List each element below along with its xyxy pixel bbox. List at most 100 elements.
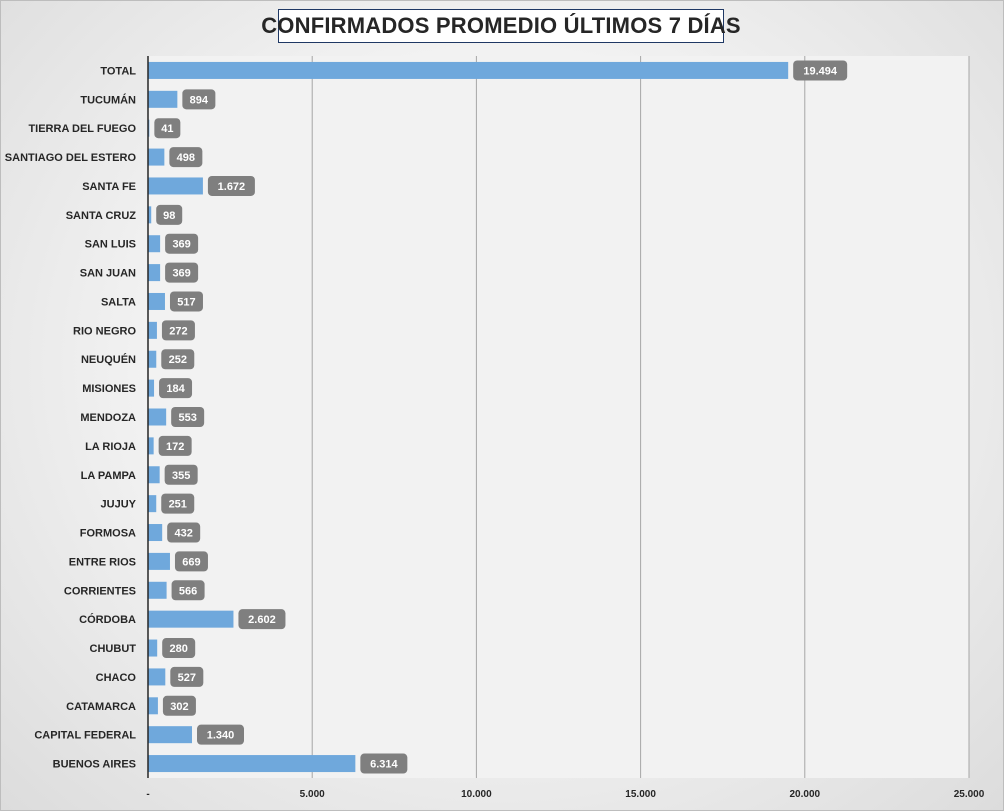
data-label: 553 — [171, 407, 205, 427]
category-label: ENTRE RIOS — [69, 556, 136, 568]
data-label: 251 — [161, 493, 195, 514]
bar — [148, 755, 356, 773]
data-label: 669 — [174, 551, 208, 572]
data-label-bg — [171, 407, 205, 427]
category-label: BUENOS AIRES — [53, 759, 136, 771]
data-label-text: 252 — [169, 354, 187, 366]
data-label-bg — [158, 435, 192, 456]
category-label: RIO NEGRO — [73, 325, 136, 337]
data-label: 302 — [162, 695, 196, 716]
category-label: CATAMARCA — [66, 701, 136, 713]
category-label: SANTA FE — [82, 181, 136, 193]
bar — [148, 292, 165, 310]
data-label-bg — [165, 262, 199, 283]
bar — [148, 581, 167, 599]
data-label-bg — [360, 753, 408, 774]
data-label-bg — [182, 89, 216, 110]
gridlines — [311, 56, 970, 778]
data-label: 432 — [167, 522, 201, 543]
data-label-text: 1.672 — [218, 181, 246, 193]
category-label: MISIONES — [82, 383, 136, 395]
data-label: 517 — [169, 291, 203, 312]
data-label: 252 — [161, 349, 195, 370]
bar — [148, 321, 157, 339]
data-label-bg — [169, 291, 203, 312]
category-label: LA RIOJA — [85, 441, 136, 453]
data-labels: 19.494 894 41 498 1.672 98 369 369 517 272 252 184 5… — [154, 60, 848, 774]
data-label-bg — [793, 60, 848, 81]
bar — [148, 148, 165, 166]
bar — [148, 726, 193, 744]
data-label-text: 369 — [172, 268, 190, 280]
data-label-bg — [161, 320, 195, 341]
data-label-bg — [164, 464, 198, 485]
category-label: SANTA CRUZ — [66, 210, 137, 222]
bar — [148, 177, 203, 195]
bar — [148, 552, 170, 570]
data-label: 498 — [169, 147, 203, 168]
data-label-bg — [167, 522, 201, 543]
category-label: LA PAMPA — [81, 470, 136, 482]
data-label-bg — [156, 204, 183, 225]
category-label: SANTIAGO DEL ESTERO — [5, 152, 137, 164]
data-label: 1.340 — [197, 724, 245, 745]
data-label: 6.314 — [360, 753, 408, 774]
bars — [148, 61, 789, 773]
category-label: SALTA — [101, 296, 136, 308]
bar — [148, 61, 789, 79]
data-label-text: 432 — [175, 528, 193, 540]
x-tick-label: 15.000 — [625, 789, 656, 800]
data-label-bg — [197, 724, 245, 745]
data-label-text: 894 — [190, 94, 209, 106]
data-label-text: 251 — [169, 499, 187, 511]
x-tick-label: 20.000 — [790, 789, 821, 800]
category-label: JUJUY — [101, 499, 137, 511]
data-label-bg — [169, 147, 203, 168]
category-label: TOTAL — [100, 65, 136, 77]
x-tick-label: 5.000 — [300, 789, 325, 800]
data-label: 369 — [165, 262, 199, 283]
bar — [148, 408, 167, 426]
data-label: 41 — [154, 118, 181, 139]
category-label: TIERRA DEL FUEGO — [28, 123, 136, 135]
data-label-text: 355 — [172, 470, 190, 482]
chart-title-text: CONFIRMADOS PROMEDIO ÚLTIMOS 7 DÍAS — [261, 13, 741, 38]
bar — [148, 350, 157, 368]
bar — [148, 206, 152, 224]
data-label-bg — [161, 349, 195, 370]
data-label: 566 — [171, 580, 205, 601]
data-label-bg — [171, 580, 205, 601]
bar — [148, 639, 158, 657]
category-label: CÓRDOBA — [79, 613, 136, 626]
data-label: 98 — [156, 204, 183, 225]
data-label: 172 — [158, 435, 192, 456]
data-label-text: 517 — [177, 296, 195, 308]
data-label-text: 272 — [169, 325, 187, 337]
data-label-bg — [165, 233, 199, 254]
x-tick-label: 10.000 — [461, 789, 492, 800]
data-label-text: 184 — [166, 383, 185, 395]
data-label-text: 369 — [172, 239, 190, 251]
bar — [148, 697, 158, 715]
data-label-bg — [207, 175, 255, 196]
data-label-text: 566 — [179, 585, 197, 597]
bar — [148, 379, 155, 397]
data-label-bg — [159, 378, 193, 399]
bar — [148, 90, 178, 108]
data-label: 369 — [165, 233, 199, 254]
category-labels: TOTAL TUCUMÁN TIERRA DEL FUEGO SANTIAGO DEL… — [5, 65, 137, 770]
data-label-bg — [162, 638, 196, 659]
category-label: CORRIENTES — [64, 585, 136, 597]
data-label-text: 2.602 — [248, 614, 276, 626]
data-label: 184 — [159, 378, 193, 399]
category-label: NEUQUÉN — [81, 353, 136, 366]
chart-title: CONFIRMADOS PROMEDIO ÚLTIMOS 7 DÍAS — [261, 9, 741, 43]
data-label-bg — [170, 666, 204, 687]
data-label-bg — [238, 609, 286, 630]
data-label-text: 553 — [178, 412, 196, 424]
data-label: 280 — [162, 638, 196, 659]
data-label: 19.494 — [793, 60, 848, 81]
data-label-text: 19.494 — [803, 65, 838, 77]
bar — [148, 235, 161, 253]
bar — [148, 668, 166, 686]
